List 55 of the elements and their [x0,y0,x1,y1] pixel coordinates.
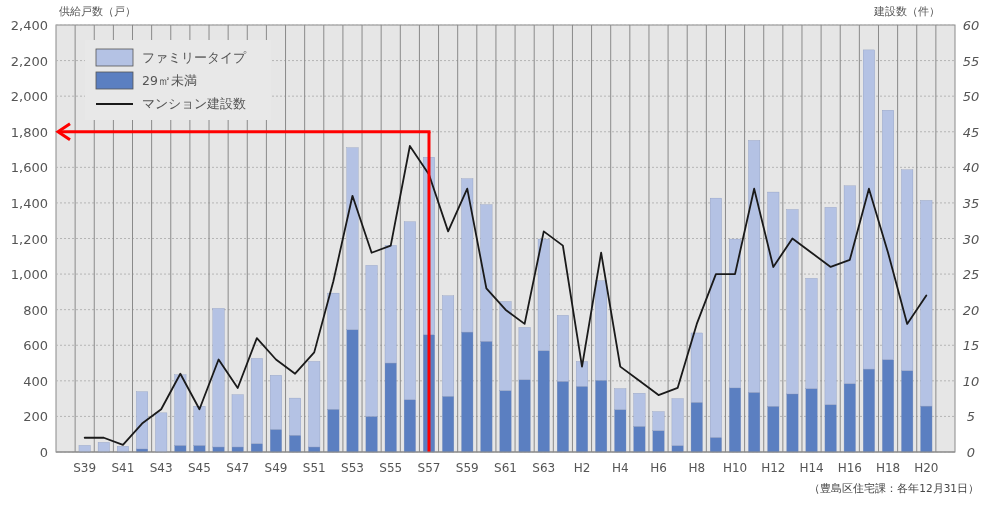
y2-tick-label: 60 [962,18,980,33]
y2-tick-label: 40 [962,160,980,176]
y2-tick-label: 50 [962,89,980,105]
x-tick-label: H8 [688,461,706,475]
x-tick-label: H2 [573,461,591,475]
x-tick-label: H10 [722,461,748,475]
y2-tick-label: 55 [962,53,980,69]
y-tick-label: 0 [39,445,48,460]
x-tick-label: H18 [875,461,901,475]
y2-tick-label: 15 [962,338,980,354]
y-tick-label: 2,400 [10,18,48,33]
x-tick-label: S57 [417,461,441,475]
x-tick-label: H12 [761,461,786,475]
y2-tick-label: 5 [966,409,976,425]
x-tick-label: H14 [799,461,824,475]
y2-tick-label: 0 [966,445,976,460]
x-tick-label: S43 [149,461,173,475]
legend-label: ファミリータイプ [142,50,247,65]
y2-tick-label: 10 [962,373,980,389]
legend-label: マンション建設数 [142,96,246,111]
x-tick-label: S49 [264,461,288,475]
x-tick-label: S41 [111,461,135,475]
x-tick-label: S45 [188,461,211,475]
y-tick-label: 1,000 [10,267,48,283]
x-tick-label: S55 [379,461,403,475]
y2-tick-label: 45 [962,124,980,140]
y-tick-label: 1,200 [10,231,48,247]
y2-tick-label: 35 [962,195,980,211]
y-tick-label: 1,800 [10,124,48,140]
x-tick-label: S39 [73,461,97,475]
y-axis-title: 供給戸数（戸） [59,5,136,18]
y-tick-label: 2,200 [10,53,48,69]
y-tick-label: 200 [23,409,48,425]
x-tick-label: S61 [494,461,517,475]
x-tick-label: H6 [650,461,667,475]
y2-axis-title: 建設数（件） [873,5,940,18]
x-tick-label: S53 [341,461,364,475]
y-tick-label: 800 [23,302,48,318]
x-tick-label: S59 [455,461,479,475]
y2-tick-label: 20 [962,302,980,318]
x-tick-label: H16 [837,461,862,475]
x-tick-label: S51 [302,461,326,475]
x-tick-label: S63 [532,461,556,475]
y2-tick-label: 30 [962,231,980,247]
y-tick-label: 400 [23,373,48,389]
x-tick-label: H4 [611,461,629,475]
text: （豊島区住宅課：各年12月31日） [809,482,979,494]
y-tick-label: 600 [23,338,48,354]
legend-label: 29㎡未満 [142,73,197,88]
y-tick-label: 1,600 [10,160,48,176]
y-tick-label: 1,400 [10,195,48,211]
y-tick-label: 2,000 [10,89,48,105]
x-tick-label: H20 [914,461,939,475]
x-tick-label: S47 [226,461,250,475]
y2-tick-label: 25 [962,267,980,283]
